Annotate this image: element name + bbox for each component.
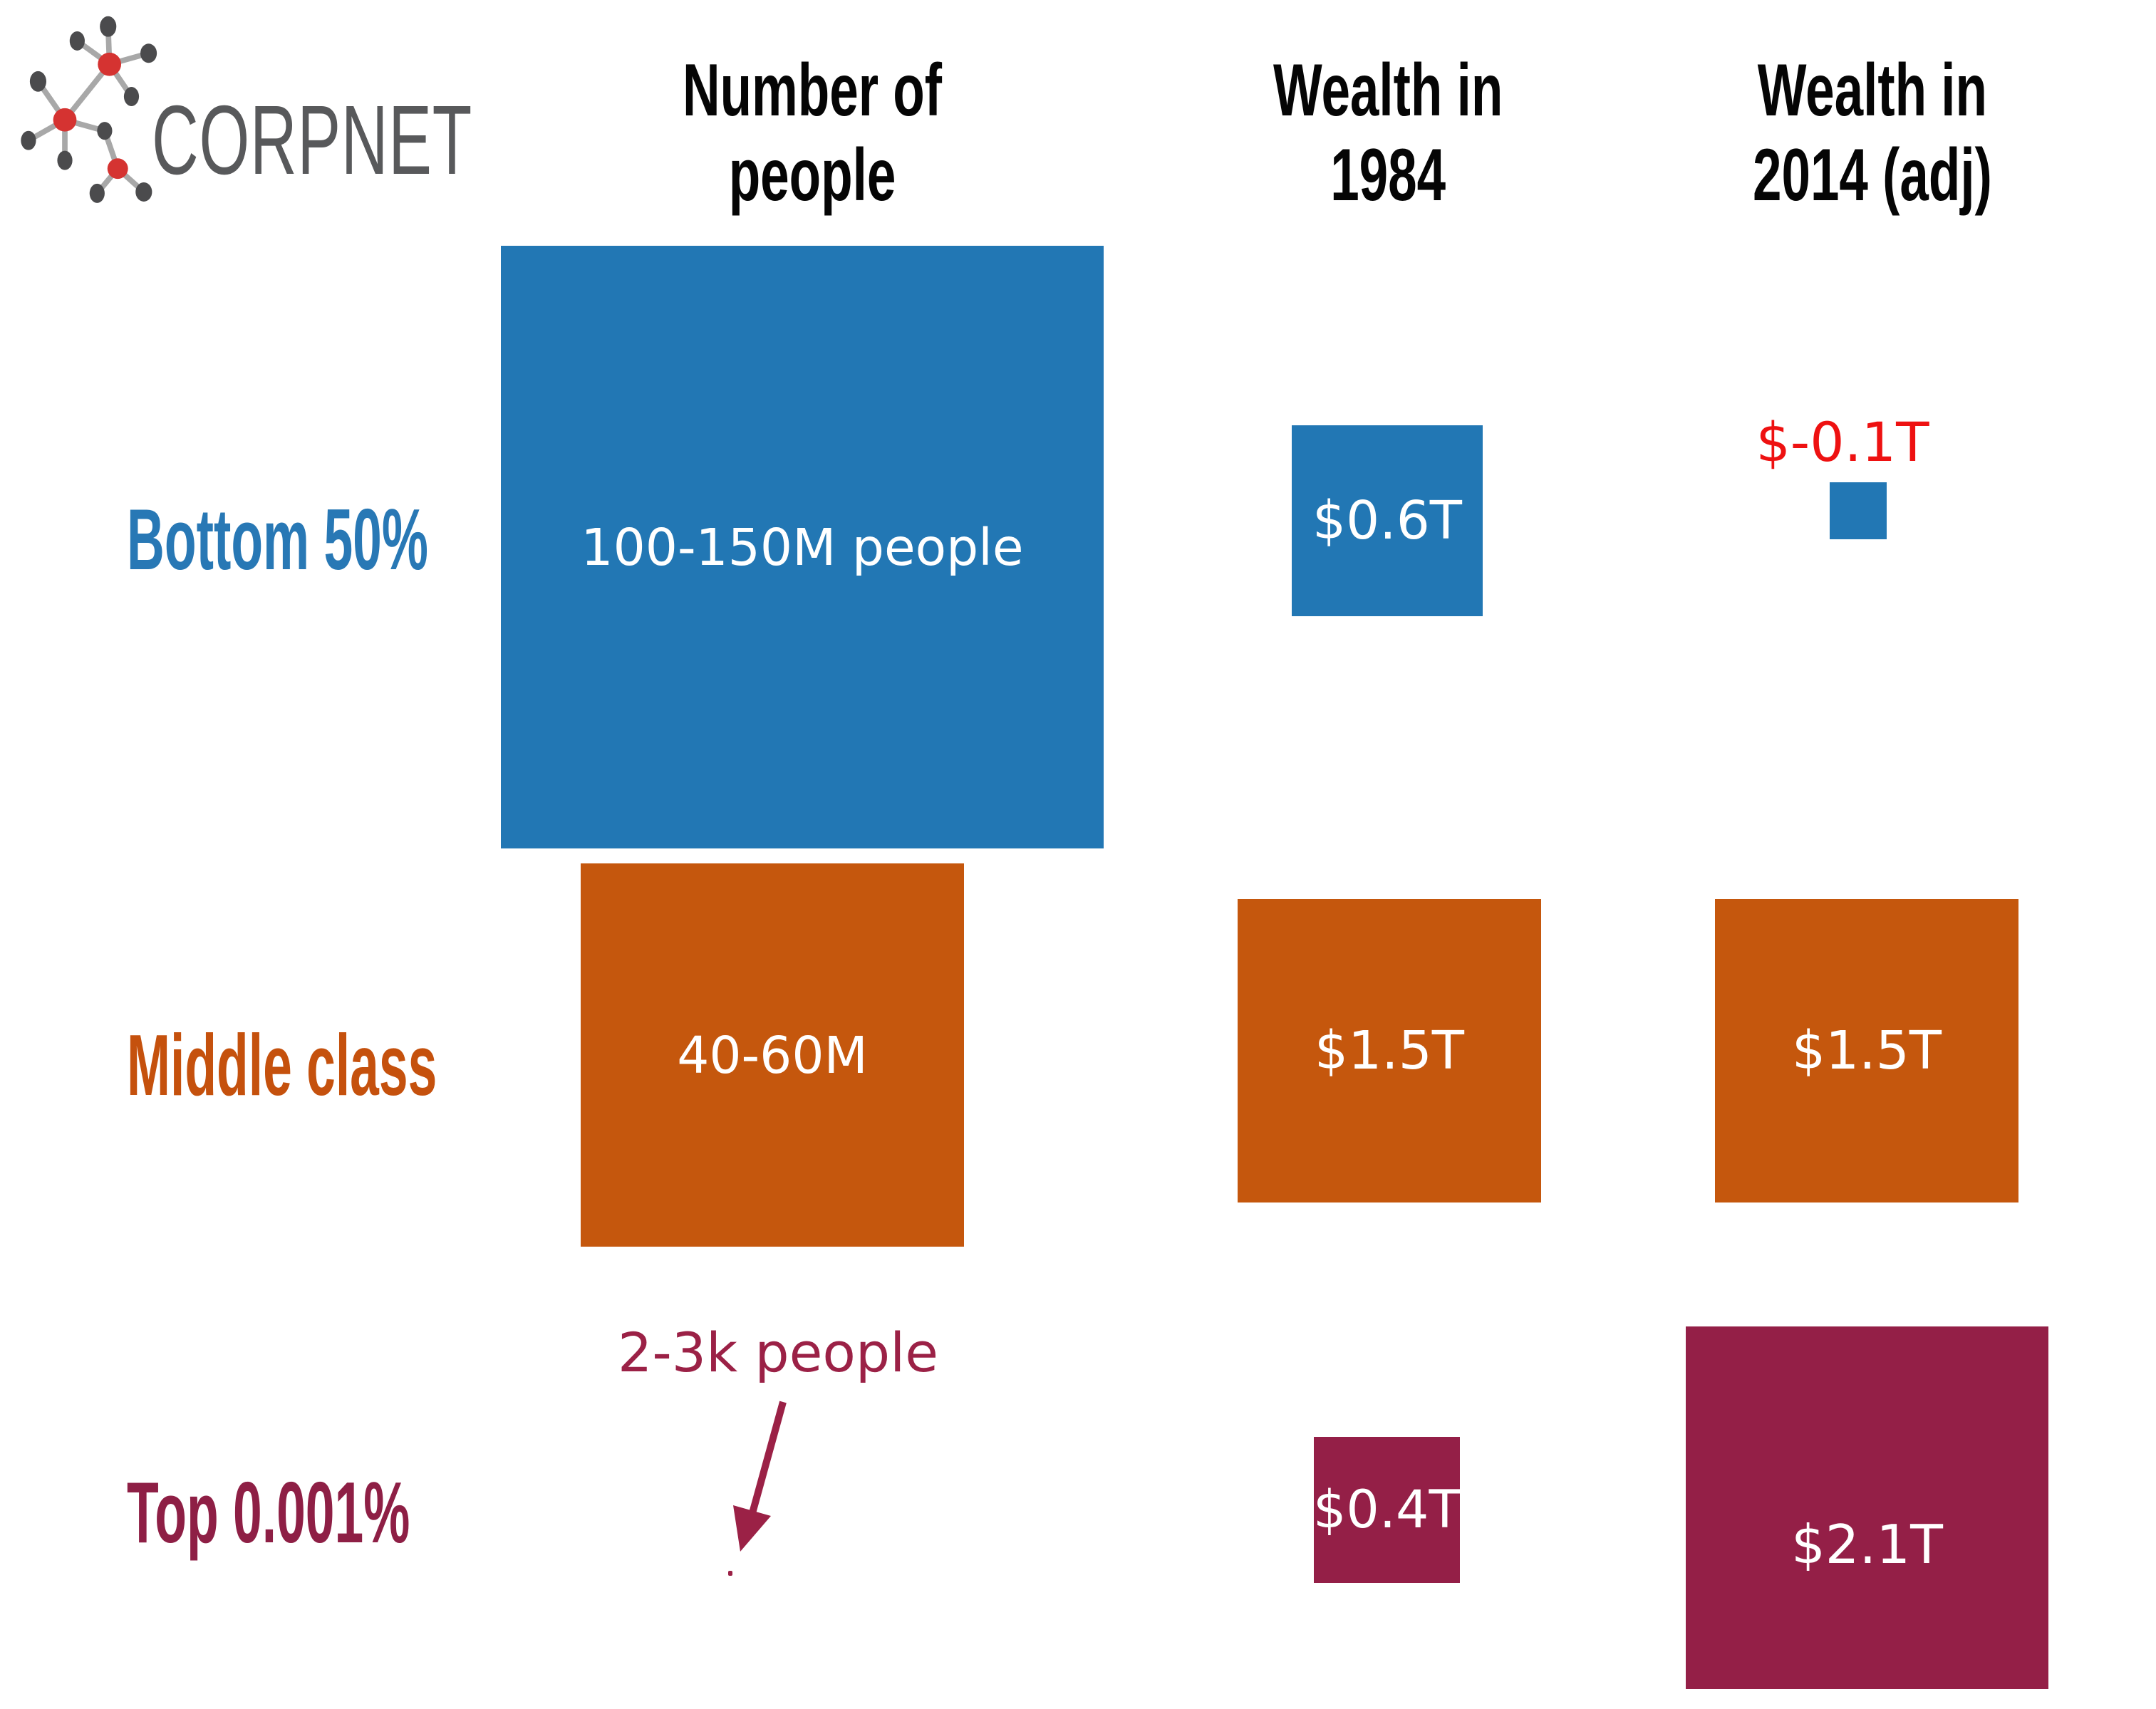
row-label-bottom-50: Bottom 50%	[127, 496, 629, 583]
column-header-wealth-1984: Wealth in 1984	[1174, 48, 1602, 217]
arrow-down-icon	[733, 1401, 787, 1552]
dashed-divider-right	[1589, 13, 1607, 1709]
square-middle-wealth-1984: $1.5T	[1238, 899, 1541, 1202]
column-header-text: Wealth in 1984	[1273, 49, 1503, 217]
network-graph-icon	[21, 16, 157, 203]
logo-text-inner: CORPNET	[152, 85, 472, 195]
tiny-dot-top-people	[728, 1571, 732, 1576]
square-value: $0.4T	[1312, 1480, 1461, 1540]
square-bottom50-wealth-2014	[1830, 482, 1887, 539]
negative-wealth-label: $-0.1T	[1756, 410, 1929, 474]
square-value: 40-60M	[677, 1025, 868, 1085]
square-value: $1.5T	[1792, 1020, 1942, 1081]
square-bottom50-people: 100-150M people	[501, 246, 1104, 848]
column-header-wealth-2014: Wealth in 2014 (adj)	[1619, 48, 2125, 217]
column-header-number-of-people: Number of people	[527, 48, 1097, 217]
row-label-top-0001: Top 0.001%	[127, 1469, 598, 1556]
annotation-2-3k-people: 2-3k people	[618, 1321, 938, 1384]
square-value: 100-150M people	[581, 517, 1024, 577]
square-middle-wealth-2014: $1.5T	[1715, 899, 2018, 1202]
square-top-wealth-1984: $0.4T	[1312, 1437, 1461, 1583]
square-top-wealth-2014: $2.1T	[1686, 1326, 2048, 1689]
row-label-middle-class: Middle class	[127, 1022, 644, 1108]
logo-text: CORPNET	[152, 91, 638, 189]
column-header-text: Wealth in 2014 (adj)	[1753, 49, 1992, 217]
row-label-text: Bottom 50%	[127, 491, 428, 588]
square-middle-people: 40-60M	[581, 863, 964, 1247]
square-value: $2.1T	[1791, 1513, 1943, 1576]
row-label-text: Middle class	[127, 1017, 437, 1113]
square-value: $0.6T	[1312, 490, 1462, 551]
square-bottom50-wealth-1984: $0.6T	[1292, 425, 1483, 616]
row-label-text: Top 0.001%	[127, 1464, 410, 1561]
dashed-divider-left	[1151, 13, 1169, 1709]
column-header-text: Number of people	[683, 49, 942, 217]
square-value: $1.5T	[1315, 1020, 1464, 1081]
